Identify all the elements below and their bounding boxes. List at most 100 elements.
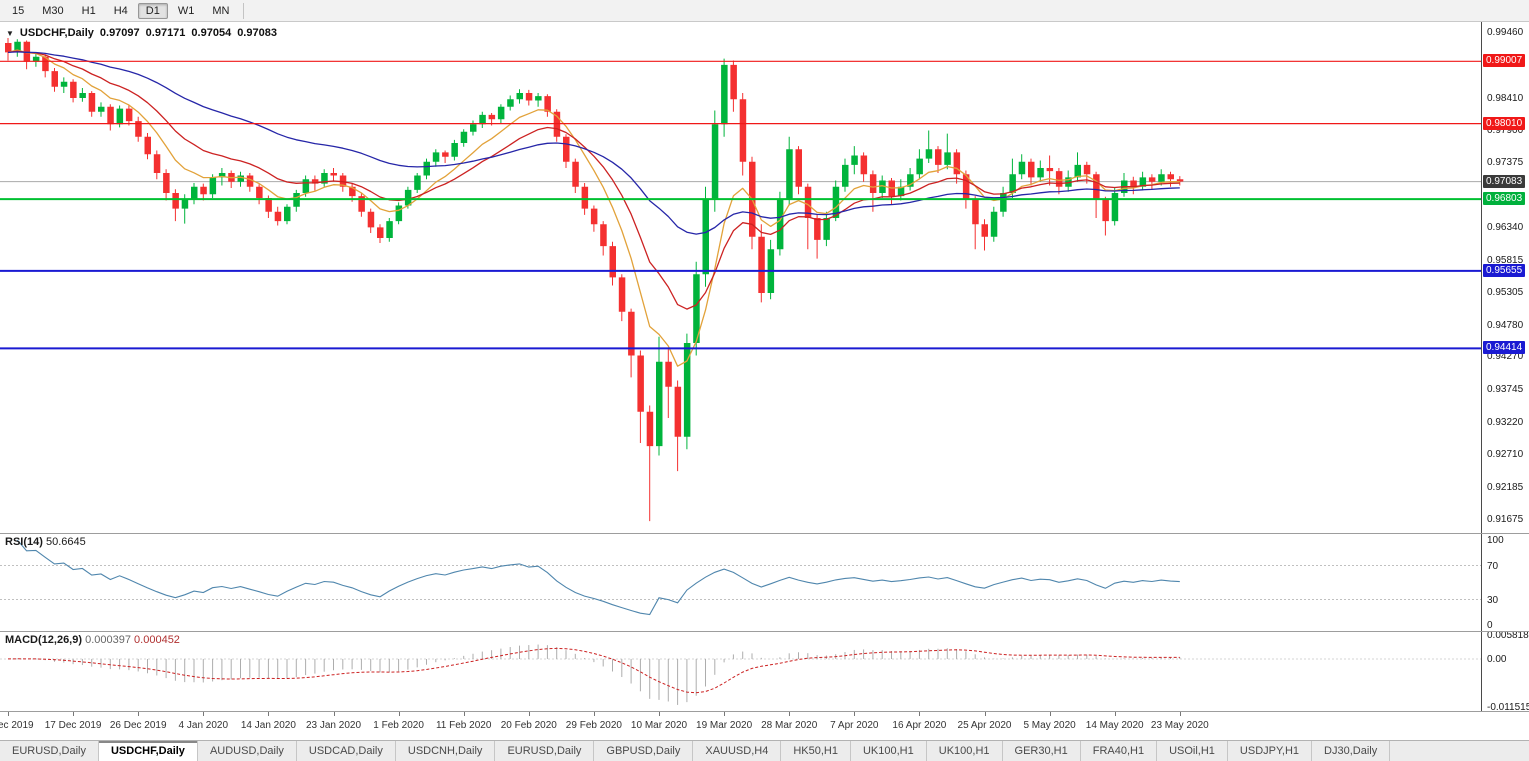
- date-axis-label: 23 Jan 2020: [305, 720, 362, 731]
- candle-up: [1037, 168, 1044, 178]
- candle-down: [758, 236, 765, 293]
- chart-tab-usdchf-daily[interactable]: USDCHF,Daily: [98, 741, 198, 761]
- ohlc-close: 0.97083: [237, 27, 277, 39]
- macd-signal-value: 0.000452: [134, 634, 180, 646]
- price-axis-tick: 0.91675: [1487, 513, 1524, 525]
- ohlc-open: 0.97097: [99, 27, 140, 39]
- candle-down: [981, 224, 988, 237]
- candle-down: [544, 96, 551, 112]
- timeframe-button-h4[interactable]: H4: [113, 4, 128, 17]
- date-axis-tick: [1179, 712, 1181, 716]
- chart-tab-usdcnh-daily[interactable]: USDCNH,Daily: [395, 741, 496, 761]
- chart-tab-hk50-h1[interactable]: HK50,H1: [781, 741, 851, 761]
- candle-down: [646, 411, 654, 447]
- candle-up: [879, 180, 886, 193]
- candle-down: [442, 152, 449, 157]
- date-axis-label: 5 May 2020: [1023, 720, 1076, 731]
- candle-up: [79, 93, 86, 98]
- candle-down: [125, 108, 133, 122]
- chart-tab-ger30-h1[interactable]: GER30,H1: [1002, 741, 1081, 761]
- timeframe-button-15[interactable]: 15: [12, 4, 25, 17]
- candle-down: [935, 149, 942, 165]
- candle-down: [953, 152, 961, 175]
- price-axis-tick: 0.92185: [1487, 481, 1524, 493]
- ohlc-high: 0.97171: [145, 27, 186, 39]
- price-axis: 0.99460 0.98410 0.97900 0.97375 0.96340 0.958…: [1481, 22, 1529, 712]
- candle-down: [590, 208, 598, 225]
- toolbar-separator: [243, 2, 245, 19]
- timeframe-button-w1[interactable]: W1: [177, 4, 195, 17]
- date-axis-tick: [1114, 712, 1116, 716]
- chart-tab-eurusd-daily[interactable]: EURUSD,Daily: [495, 741, 595, 761]
- candle-down: [525, 93, 533, 101]
- candle-down: [869, 174, 877, 193]
- timeframe-button-h1[interactable]: H1: [81, 4, 96, 17]
- candle-up: [302, 179, 310, 193]
- candle-up: [1065, 177, 1072, 187]
- chart-tab-eurusd-daily[interactable]: EURUSD,Daily: [0, 741, 99, 761]
- candle-up: [916, 158, 923, 175]
- candle-up: [479, 114, 486, 125]
- candle-down: [358, 196, 365, 212]
- chart-tab-dj30-daily[interactable]: DJ30,Daily: [1312, 741, 1391, 761]
- candle-down: [488, 114, 496, 120]
- symbol-dropdown-icon[interactable]: ▼: [6, 28, 14, 38]
- date-axis-label: 11 Feb 2020: [435, 720, 492, 731]
- date-axis-tick: [73, 712, 75, 716]
- chart-tab-audusd-daily[interactable]: AUDUSD,Daily: [197, 741, 297, 761]
- rsi-panel-canvas[interactable]: [0, 534, 1481, 630]
- panel-splitter[interactable]: [0, 631, 1529, 632]
- candle-up: [721, 64, 728, 125]
- date-axis-tick: [268, 712, 270, 716]
- candle-down: [1167, 174, 1174, 180]
- chart-tab-fra40-h1[interactable]: FRA40,H1: [1080, 741, 1158, 761]
- candle-up: [284, 206, 291, 222]
- candle-up: [423, 161, 430, 176]
- date-axis-label: 4 Jan 2020: [178, 720, 229, 731]
- chart-tab-usoil-h1[interactable]: USOil,H1: [1157, 741, 1228, 761]
- macd-panel-canvas[interactable]: [0, 632, 1481, 710]
- candle-down: [860, 155, 868, 175]
- chart-header: ▼ USDCHF,Daily 0.97097 0.97171 0.97054 0…: [6, 27, 277, 39]
- panel-splitter[interactable]: [0, 533, 1529, 534]
- rsi-axis-tick: 0: [1487, 620, 1493, 631]
- timeframe-button-d1[interactable]: D1: [137, 2, 168, 19]
- price-axis-tick: 0.94270: [1487, 351, 1524, 363]
- date-axis-label: 19 Mar 2020: [696, 720, 753, 731]
- candle-up: [944, 152, 951, 165]
- chart-tab-uk100-h1[interactable]: UK100,H1: [926, 741, 1003, 761]
- price-axis-tick: 0.98410: [1487, 92, 1524, 104]
- candle-down: [330, 173, 337, 176]
- candle-down: [1055, 171, 1063, 187]
- timeframe-button-m30[interactable]: M30: [42, 4, 64, 17]
- candle-up: [321, 173, 328, 184]
- candle-up: [60, 81, 68, 87]
- candle-up: [851, 155, 858, 165]
- candle-up: [1074, 164, 1081, 178]
- candle-down: [42, 56, 49, 72]
- date-axis-tick: [398, 712, 400, 716]
- candle-down: [144, 136, 151, 155]
- date-axis-label: 23 May 2020: [1150, 720, 1209, 731]
- candle-down: [163, 173, 170, 193]
- main-chart-canvas[interactable]: [0, 22, 1481, 533]
- moving-average-slow: [7, 51, 1180, 235]
- candle-up: [414, 175, 421, 190]
- price-level-badge: 0.94414: [1483, 341, 1526, 355]
- chart-tab-gbpusd-daily[interactable]: GBPUSD,Daily: [594, 741, 694, 761]
- rsi-panel-label: RSI(14) 50.6645: [5, 536, 86, 548]
- date-axis-label: 14 Jan 2020: [240, 720, 296, 731]
- date-axis-tick: [789, 712, 791, 716]
- chart-tab-usdcad-daily[interactable]: USDCAD,Daily: [296, 741, 396, 761]
- ohlc-low: 0.97054: [191, 27, 232, 39]
- date-axis-label: 1 Feb 2020: [373, 720, 424, 731]
- chart-tab-usdjpy-h1[interactable]: USDJPY,H1: [1227, 741, 1313, 761]
- chart-tab-uk100-h1[interactable]: UK100,H1: [850, 741, 927, 761]
- chart-tab-xauusd-h4[interactable]: XAUUSD,H4: [693, 741, 782, 761]
- price-axis-tick: 0.95815: [1487, 254, 1524, 266]
- macd-name: MACD(12,26,9): [5, 634, 83, 646]
- candle-down: [153, 154, 161, 173]
- timeframe-button-mn[interactable]: MN: [212, 4, 230, 17]
- rsi-value: 50.6645: [45, 536, 86, 548]
